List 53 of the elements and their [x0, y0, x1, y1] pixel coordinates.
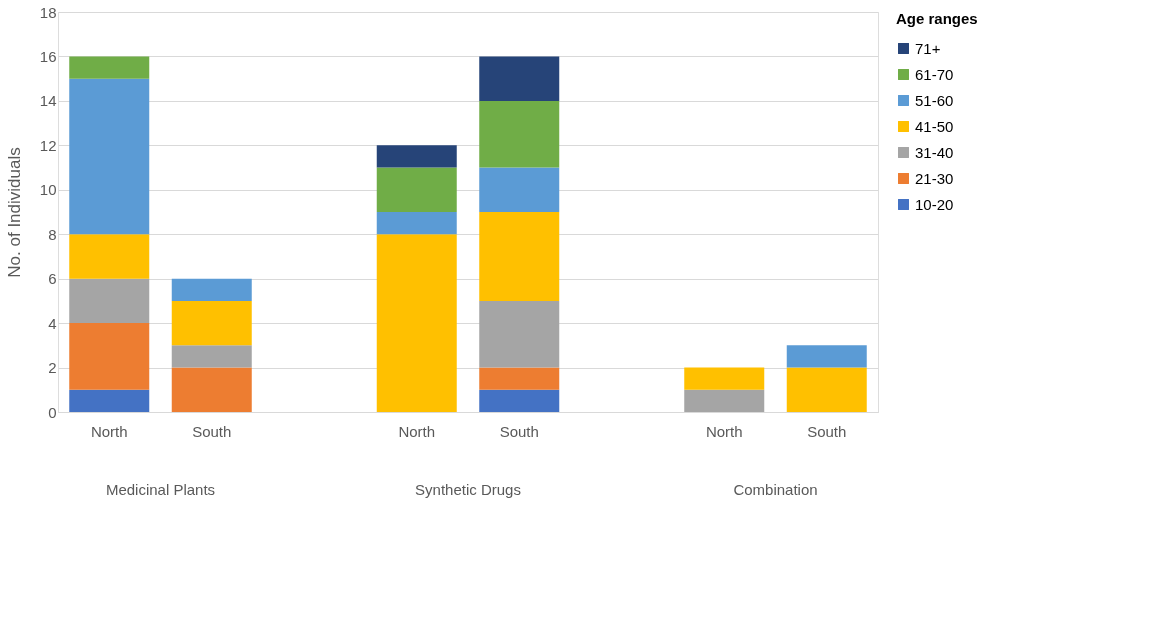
y-tick-label: 12 — [39, 136, 57, 154]
x-tick-label: South — [807, 422, 847, 440]
bar — [69, 278, 150, 324]
bar — [69, 78, 150, 235]
bar — [479, 56, 560, 101]
y-tick-label: 10 — [39, 181, 57, 199]
bar — [786, 367, 867, 412]
bar — [171, 367, 252, 412]
bar — [376, 212, 457, 235]
y-tick-label: 18 — [39, 3, 57, 21]
x-tick-label: North — [90, 422, 128, 440]
legend-label: 51-60 — [915, 91, 954, 109]
bar — [479, 300, 560, 368]
y-tick-label: 0 — [48, 403, 57, 421]
bar — [479, 212, 560, 301]
x-tick-label: South — [192, 422, 232, 440]
y-tick-label: 4 — [48, 314, 57, 332]
bar — [171, 345, 252, 368]
bar — [69, 234, 150, 279]
text: Synthetic Drugs — [415, 481, 521, 498]
bar — [479, 100, 560, 168]
bar — [479, 389, 560, 412]
bar — [376, 234, 457, 412]
x-tick-label: South — [499, 422, 539, 440]
x-tick-label: North — [398, 422, 436, 440]
y-tick-label: 16 — [39, 47, 57, 65]
bar — [479, 367, 560, 390]
text: Medicinal Plants — [105, 481, 216, 498]
bar — [786, 345, 867, 368]
y-tick-label: 6 — [48, 270, 57, 288]
bar — [479, 167, 560, 212]
bar — [684, 389, 765, 412]
y-axis-title: No. of Individuals — [4, 147, 24, 278]
legend-label: 71+ — [915, 39, 941, 57]
bar — [376, 145, 457, 168]
x-tick-label: North — [705, 422, 743, 440]
legend-label: 61-70 — [915, 65, 954, 83]
legend-label: 41-50 — [915, 117, 954, 135]
bar — [376, 167, 457, 212]
bar — [171, 278, 252, 301]
legend-label: 10-20 — [915, 195, 954, 213]
legend-label: 21-30 — [915, 169, 954, 187]
y-tick-label: 14 — [39, 92, 57, 110]
y-tick-label: 8 — [48, 225, 57, 243]
bar — [69, 323, 150, 390]
bar — [171, 300, 252, 346]
y-tick-label: 2 — [48, 359, 57, 377]
legend-label: 31-40 — [915, 143, 954, 161]
bar — [69, 56, 150, 79]
legend-title: Age ranges — [896, 10, 978, 27]
bar — [69, 389, 150, 412]
bar — [684, 367, 765, 390]
text: Combination — [733, 481, 818, 498]
